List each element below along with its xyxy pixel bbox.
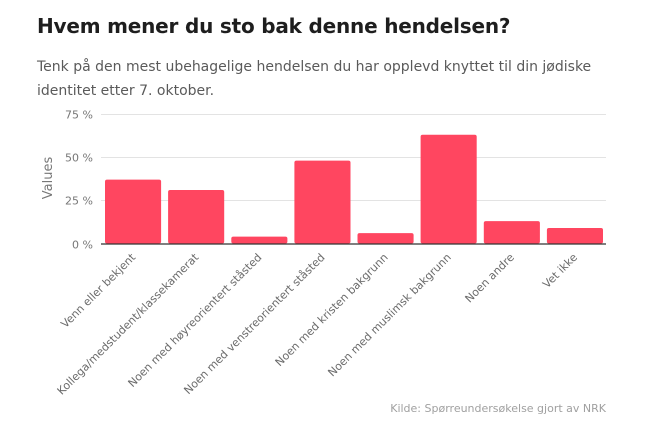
bar[interactable] — [231, 236, 288, 244]
bar[interactable] — [168, 190, 225, 244]
y-axis-ticks: 0 % 25 % 50 % 75 % — [65, 109, 93, 252]
chart-title: Hvem mener du sto bak denne hendelsen? — [37, 14, 511, 38]
y-tick-label: 75 % — [65, 109, 93, 122]
bar[interactable] — [483, 221, 540, 244]
y-tick-label: 50 % — [65, 152, 93, 165]
y-axis-label: Values — [41, 157, 56, 200]
source-note: Kilde: Spørreundersøkelse gjort av NRK — [390, 402, 606, 415]
y-tick-label: 0 % — [72, 239, 93, 252]
x-tick-label: Noen med kristen bakgrunn — [273, 251, 391, 369]
bar[interactable] — [546, 228, 603, 244]
x-tick-label: Vet ikke — [540, 251, 580, 291]
x-tick-label: Noen med muslimsk bakgrunn — [325, 251, 453, 379]
bar[interactable] — [357, 233, 414, 244]
chart-subtitle: Tenk på den mest ubehagelige hendelsen d… — [37, 59, 592, 99]
grid-lines — [101, 114, 606, 201]
x-tick-label: Noen andre — [463, 251, 518, 306]
x-tick-label: Noen med venstreorientert ståsted — [181, 251, 327, 397]
x-axis-labels: Venn eller bekjentKollega/medstudent/kla… — [55, 250, 580, 397]
x-tick-label: Noen med høyreorientert ståsted — [125, 251, 264, 390]
bar[interactable] — [105, 179, 162, 244]
bar[interactable] — [420, 134, 477, 244]
x-tick-label: Kollega/medstudent/klassekamerat — [55, 250, 202, 397]
bar[interactable] — [294, 160, 351, 244]
bars — [105, 134, 603, 244]
y-tick-label: 25 % — [65, 195, 93, 208]
